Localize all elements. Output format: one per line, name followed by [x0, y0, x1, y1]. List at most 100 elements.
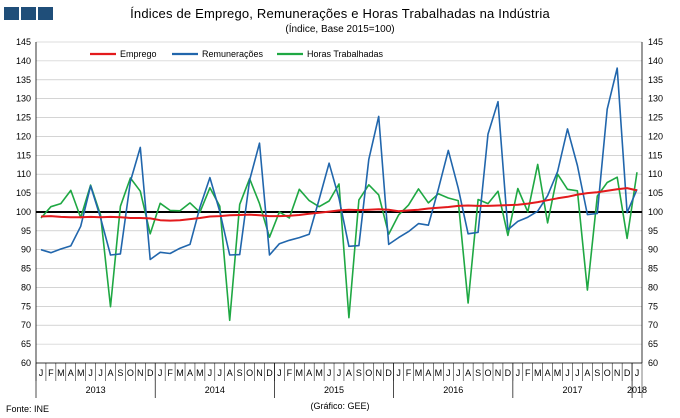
x-month-label: M	[554, 368, 562, 378]
x-month-label: A	[346, 368, 352, 378]
x-month-label: D	[147, 368, 154, 378]
x-month-label: M	[57, 368, 65, 378]
x-month-label: J	[218, 368, 223, 378]
x-month-label: A	[68, 368, 74, 378]
x-month-label: J	[98, 368, 103, 378]
x-month-label: J	[39, 368, 44, 378]
y-tick-left-125: 125	[16, 113, 31, 123]
x-month-label: J	[575, 368, 580, 378]
x-month-label: A	[425, 368, 431, 378]
x-month-label: S	[594, 368, 600, 378]
legend-label-remuneracoes: Remunerações	[202, 49, 264, 59]
x-year-label-2017: 2017	[562, 385, 582, 395]
x-month-label: F	[167, 368, 173, 378]
x-month-label: N	[375, 368, 382, 378]
x-month-label: J	[208, 368, 213, 378]
x-month-label: J	[516, 368, 521, 378]
x-month-label: J	[88, 368, 93, 378]
x-month-label: J	[158, 368, 163, 378]
x-month-label: N	[495, 368, 502, 378]
x-month-label: M	[534, 368, 542, 378]
x-month-label: M	[435, 368, 443, 378]
series-line-remuneracoes	[40, 67, 638, 261]
series-layer	[36, 67, 642, 322]
y-tick-right-100: 100	[648, 207, 663, 217]
x-month-label: A	[545, 368, 551, 378]
x-month-label: O	[127, 368, 134, 378]
x-month-label: N	[256, 368, 263, 378]
x-month-label: J	[565, 368, 570, 378]
x-month-label: D	[385, 368, 392, 378]
series-line-horas	[40, 163, 638, 322]
grid-layer	[36, 41, 642, 364]
x-month-label: A	[227, 368, 233, 378]
x-year-label-2015: 2015	[324, 385, 344, 395]
y-tick-right-70: 70	[648, 320, 658, 330]
x-year-label-2018: 2018	[627, 385, 647, 395]
x-month-label: S	[237, 368, 243, 378]
y-tick-left-60: 60	[21, 358, 31, 368]
x-year-label-2014: 2014	[205, 385, 225, 395]
y-tick-left-140: 140	[16, 56, 31, 66]
brand-block-1	[4, 7, 19, 20]
legend: Emprego Remunerações Horas Trabalhadas	[90, 49, 384, 59]
y-tick-left-145: 145	[16, 37, 31, 47]
x-month-label: A	[465, 368, 471, 378]
y-tick-right-135: 135	[648, 75, 663, 85]
legend-label-horas: Horas Trabalhadas	[307, 49, 384, 59]
y-tick-right-110: 110	[648, 169, 662, 179]
y-tick-right-105: 105	[648, 188, 663, 198]
y-tick-right-90: 90	[648, 245, 658, 255]
x-month-label: O	[246, 368, 253, 378]
x-month-label: F	[48, 368, 54, 378]
y-tick-right-85: 85	[648, 264, 658, 274]
y-tick-left-130: 130	[16, 94, 31, 104]
chart-subtitle: (Índice, Base 2015=100)	[285, 24, 395, 35]
x-month-label: D	[505, 368, 512, 378]
x-month-label: F	[406, 368, 412, 378]
y-tick-left-110: 110	[17, 169, 31, 179]
x-month-label: A	[584, 368, 590, 378]
x-month-label: F	[287, 368, 293, 378]
x-month-label: A	[306, 368, 312, 378]
x-month-label: M	[176, 368, 184, 378]
x-month-label: M	[315, 368, 323, 378]
x-year-label-2016: 2016	[443, 385, 463, 395]
series-line-emprego	[40, 187, 638, 222]
y-tick-left-70: 70	[21, 320, 31, 330]
x-month-label: N	[137, 368, 144, 378]
x-month-label: N	[614, 368, 621, 378]
x-month-label: M	[296, 368, 304, 378]
y-tick-left-85: 85	[21, 264, 31, 274]
y-tick-left-65: 65	[21, 339, 31, 349]
source-note: Fonte: INE	[6, 404, 50, 414]
x-month-label: O	[604, 368, 611, 378]
x-month-label: S	[117, 368, 123, 378]
x-month-label: J	[396, 368, 401, 378]
brand-block-3	[38, 7, 53, 20]
y-tick-left-120: 120	[16, 131, 31, 141]
y-tick-right-60: 60	[648, 358, 658, 368]
brand-block-2	[21, 7, 36, 20]
y-tick-left-100: 100	[16, 207, 31, 217]
x-month-label: O	[365, 368, 372, 378]
x-month-label: J	[277, 368, 282, 378]
x-month-label: M	[77, 368, 85, 378]
x-month-label: M	[196, 368, 204, 378]
y-tick-left-95: 95	[21, 226, 31, 236]
y-tick-left-80: 80	[21, 282, 31, 292]
y-tick-left-105: 105	[16, 188, 31, 198]
credit-note: (Gráfico: GEE)	[310, 401, 370, 411]
chart-title: Índices de Emprego, Remunerações e Horas…	[130, 6, 550, 21]
x-month-label: M	[415, 368, 423, 378]
x-month-label: A	[187, 368, 193, 378]
y-tick-right-130: 130	[648, 94, 663, 104]
y-tick-right-115: 115	[648, 150, 662, 160]
y-tick-right-125: 125	[648, 113, 663, 123]
y-tick-right-65: 65	[648, 339, 658, 349]
y-tick-right-75: 75	[648, 301, 658, 311]
x-month-label: A	[108, 368, 114, 378]
y-tick-right-80: 80	[648, 282, 658, 292]
y-tick-left-90: 90	[21, 245, 31, 255]
